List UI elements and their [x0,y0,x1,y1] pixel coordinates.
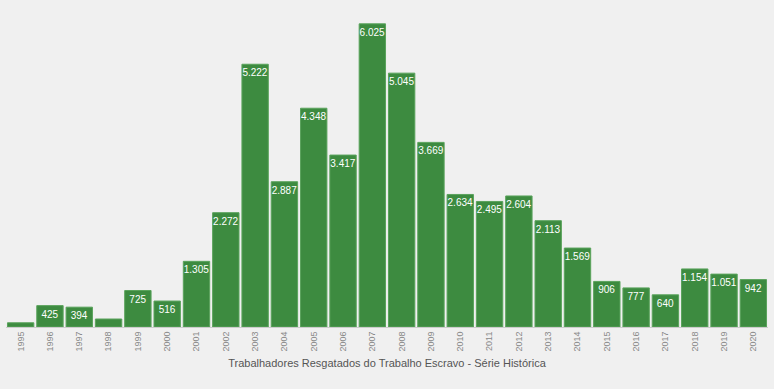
svg-text:394: 394 [71,310,88,321]
svg-text:4.348: 4.348 [301,111,326,122]
svg-text:1999: 1999 [133,332,143,352]
svg-text:942: 942 [745,283,762,294]
svg-text:640: 640 [657,298,674,309]
svg-text:1995: 1995 [16,332,26,352]
svg-text:1.305: 1.305 [184,264,209,275]
svg-text:5.045: 5.045 [389,76,414,87]
svg-text:2005: 2005 [309,332,319,352]
svg-text:2001: 2001 [191,332,201,352]
svg-text:6.025: 6.025 [360,27,385,38]
svg-text:2011: 2011 [485,332,495,351]
svg-text:1998: 1998 [104,332,114,352]
svg-text:2017: 2017 [660,332,670,352]
svg-text:2007: 2007 [367,332,377,352]
svg-text:2004: 2004 [279,332,289,352]
svg-text:2015: 2015 [602,332,612,352]
svg-text:2002: 2002 [221,332,231,352]
svg-text:3.669: 3.669 [418,145,443,156]
svg-text:2008: 2008 [397,332,407,352]
svg-text:Trabalhadores Resgatados do Tr: Trabalhadores Resgatados do Trabalho Esc… [228,357,546,369]
svg-text:1996: 1996 [45,332,55,352]
svg-text:516: 516 [159,304,176,315]
svg-text:2016: 2016 [631,332,641,352]
svg-text:2.604: 2.604 [506,199,531,210]
svg-text:2.113: 2.113 [536,224,561,235]
svg-text:2020: 2020 [748,332,758,352]
svg-text:2000: 2000 [162,332,172,352]
svg-text:425: 425 [41,309,58,320]
svg-text:2.887: 2.887 [272,185,297,196]
svg-text:725: 725 [129,294,146,305]
svg-text:2014: 2014 [572,332,582,352]
svg-text:3.417: 3.417 [330,158,355,169]
svg-text:2012: 2012 [514,332,524,352]
svg-text:1.051: 1.051 [711,277,736,288]
svg-text:2003: 2003 [250,332,260,352]
svg-text:2.495: 2.495 [477,204,502,215]
svg-text:5.222: 5.222 [242,67,267,78]
svg-text:1.154: 1.154 [682,272,707,283]
svg-text:1.569: 1.569 [565,251,590,262]
svg-text:2.634: 2.634 [448,197,473,208]
svg-text:2010: 2010 [455,332,465,352]
svg-text:2019: 2019 [719,332,729,352]
svg-text:2013: 2013 [543,332,553,352]
svg-text:2006: 2006 [338,332,348,352]
svg-text:1997: 1997 [74,332,84,352]
svg-text:777: 777 [628,291,645,302]
svg-text:2009: 2009 [426,332,436,352]
svg-text:2018: 2018 [690,332,700,352]
svg-text:906: 906 [598,284,615,295]
svg-text:2.272: 2.272 [213,216,238,227]
